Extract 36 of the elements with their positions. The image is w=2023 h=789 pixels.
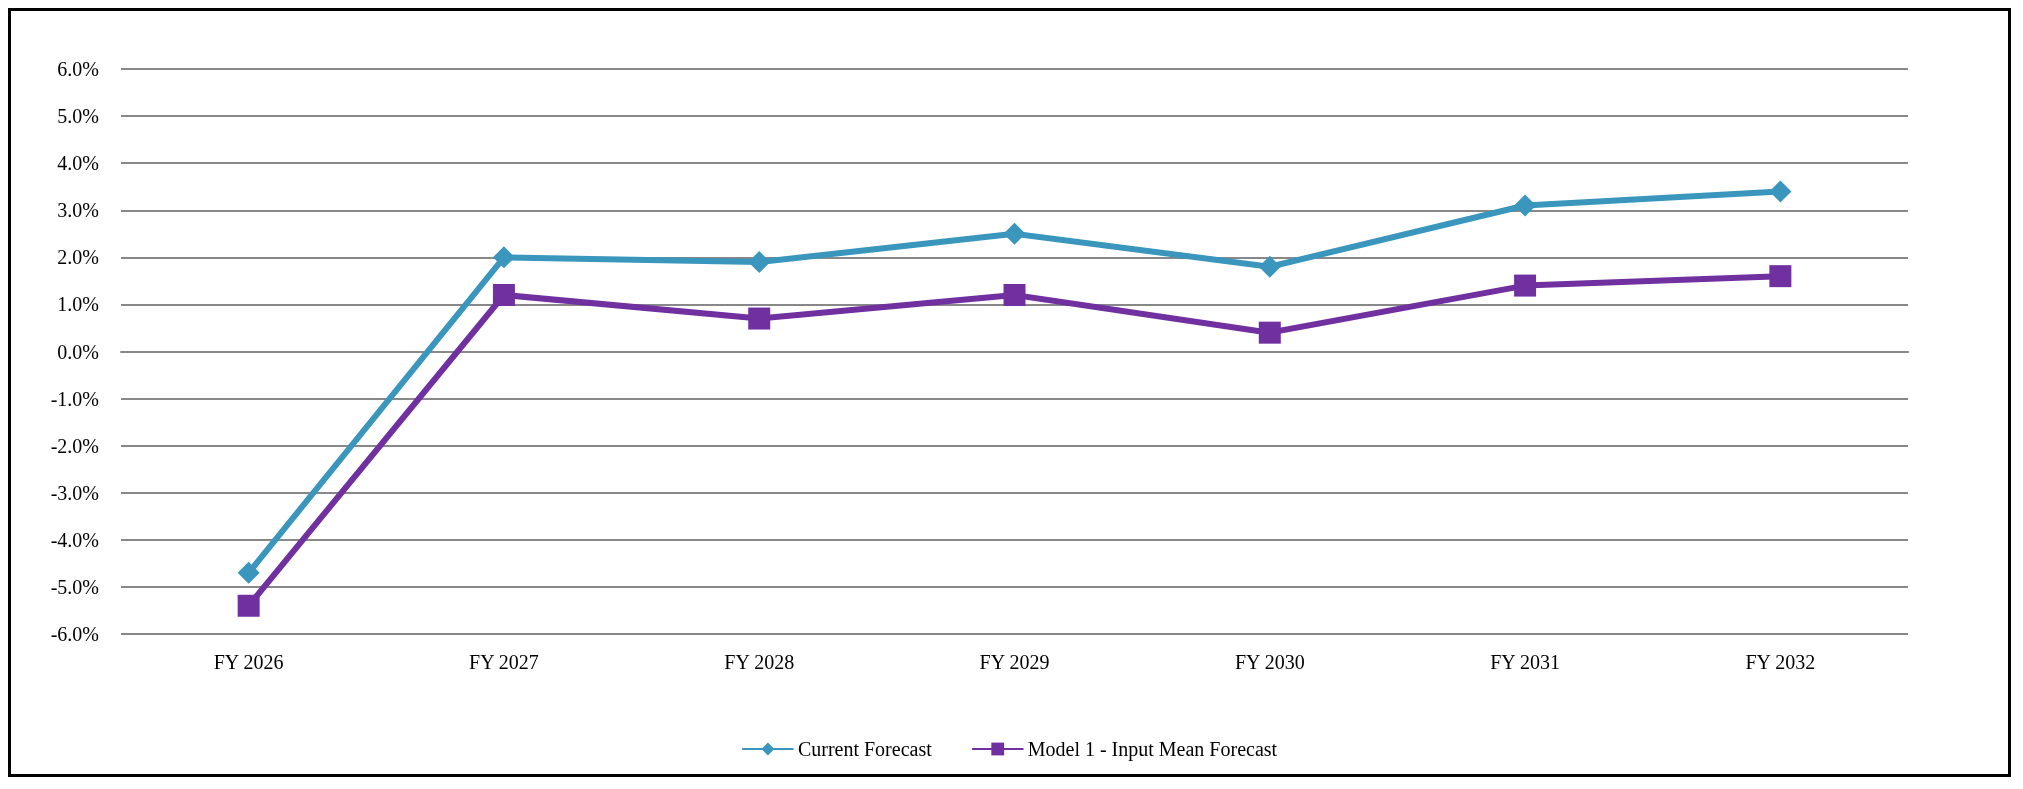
x-tick-label: FY 2029 <box>979 651 1050 673</box>
y-tick-label: 0.0% <box>57 340 99 363</box>
point <box>237 594 260 617</box>
x-tick-label: FY 2030 <box>1234 651 1305 673</box>
point <box>1769 180 1792 203</box>
y-tick-label: 2.0% <box>57 246 99 269</box>
point <box>748 251 771 274</box>
y-tick-label: 4.0% <box>57 152 99 175</box>
y-tick-label: 3.0% <box>57 199 99 222</box>
y-tick-label: -5.0% <box>50 575 99 598</box>
x-tick-label: FY 2026 <box>213 651 284 673</box>
point <box>748 307 771 330</box>
point <box>237 561 260 584</box>
point <box>492 246 515 269</box>
point <box>1003 222 1026 245</box>
legend-label: Model 1 - Input Mean Forecast <box>1027 738 1278 761</box>
y-tick-label: -1.0% <box>50 387 99 410</box>
x-tick-label: FY 2031 <box>1490 651 1560 673</box>
y-tick-label: -2.0% <box>50 434 99 457</box>
y-tick-label: 6.0% <box>57 58 99 80</box>
x-tick-label: FY 2028 <box>724 651 795 673</box>
y-tick-label: -4.0% <box>50 528 99 551</box>
y-tick-label: -6.0% <box>50 623 99 645</box>
legend-label: Current Forecast <box>797 738 933 760</box>
point <box>1769 265 1792 288</box>
point <box>492 284 515 306</box>
x-tick-label: FY 2032 <box>1745 651 1816 673</box>
point <box>1258 255 1281 278</box>
point <box>1514 274 1537 297</box>
point <box>1003 284 1026 306</box>
y-tick-label: 1.0% <box>57 293 99 316</box>
point <box>1258 321 1281 344</box>
y-tick-label: 5.0% <box>57 105 99 128</box>
y-tick-label: -3.0% <box>50 481 99 504</box>
point <box>1514 194 1537 217</box>
x-tick-label: FY 2027 <box>469 651 539 673</box>
